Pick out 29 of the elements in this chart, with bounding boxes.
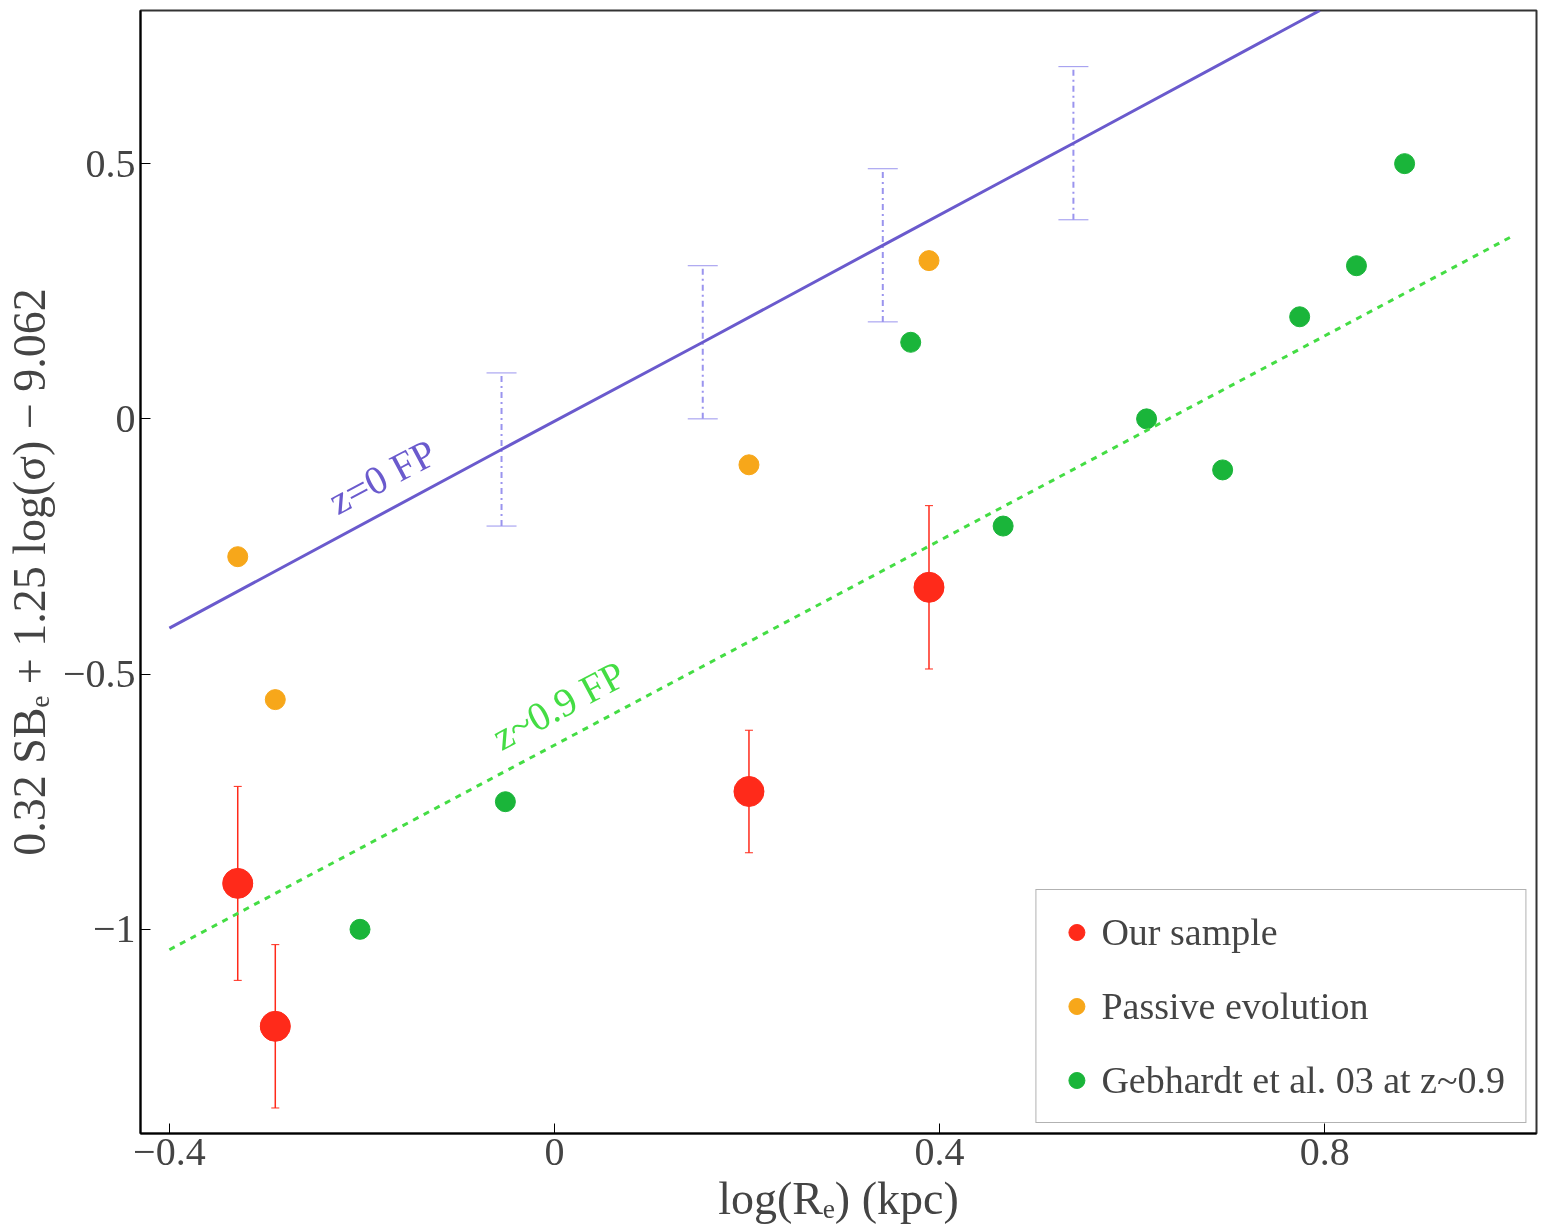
annotation: z=0 FP (320, 429, 444, 524)
point (1394, 153, 1416, 175)
x-tick-label: 0.8 (1299, 1128, 1350, 1174)
point (494, 791, 516, 813)
point (1345, 255, 1367, 277)
point (349, 918, 371, 940)
point (264, 689, 286, 711)
point (1212, 459, 1234, 481)
annotation: z~0.9 FP (484, 651, 633, 760)
point (1136, 408, 1158, 430)
y-tick-label: 0 (115, 395, 136, 441)
point (1289, 306, 1311, 328)
legend-label: Passive evolution (1101, 984, 1369, 1028)
line-series (167, 10, 1322, 630)
y-tick-label: −0.5 (62, 651, 136, 697)
legend-label: Our sample (1101, 910, 1278, 954)
point (227, 546, 249, 568)
x-tick-label: 0 (544, 1128, 565, 1174)
point (738, 454, 760, 476)
y-axis-title: 0.32 SBₑ + 1.25 log(σ) − 9.062 (3, 288, 55, 856)
y-tick-label: 0.5 (85, 140, 136, 186)
legend-label: Gebhardt et al. 03 at z~0.9 (1101, 1058, 1505, 1102)
point (992, 515, 1014, 537)
x-tick-label: 0.4 (914, 1128, 965, 1174)
x-tick-label: −0.4 (133, 1128, 206, 1174)
point (900, 331, 922, 353)
point (918, 250, 940, 272)
x-axis-title: log(Rₑ) (kpc) (718, 1172, 959, 1224)
y-tick-label: −1 (92, 906, 136, 952)
